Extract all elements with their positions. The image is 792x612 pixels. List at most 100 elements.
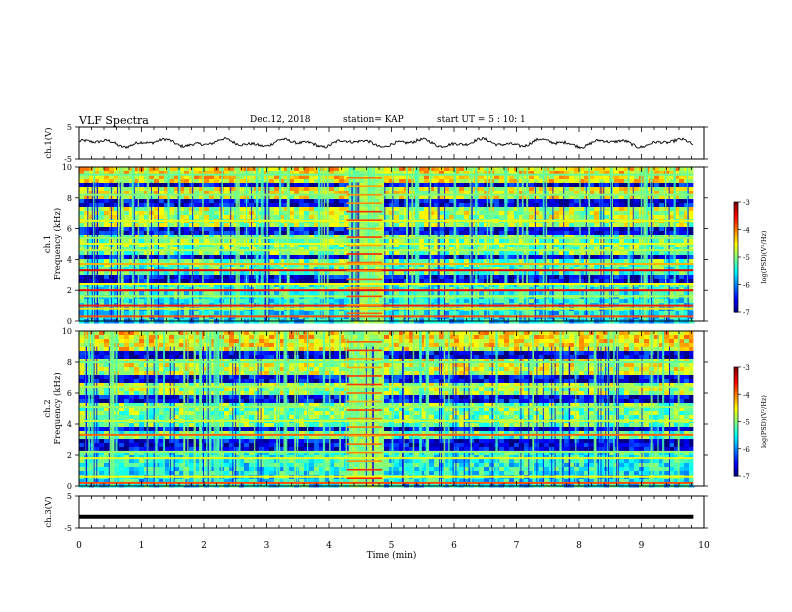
ch2-spectrogram-image	[79, 331, 695, 488]
ch2-spectrogram-burst-line	[346, 400, 383, 403]
colorbar-tick-label: -4	[743, 391, 750, 399]
ch2-spectrogram-burst-line	[346, 358, 383, 360]
ch2-spectrogram-burst-line	[346, 409, 383, 411]
y-tick-label: -5	[64, 524, 72, 533]
ch1-spectrogram-burst-line	[346, 210, 383, 213]
colorbar-label-text: log(PSD)(V²/Hz)	[760, 230, 768, 283]
ch1-ylabel: ch.1(V)	[43, 127, 54, 158]
x-tick-label: 8	[576, 541, 582, 551]
ch2-spectrogram-band-line	[79, 419, 694, 422]
colorbar-tick-label: -3	[743, 364, 750, 372]
ch2-spectrogram-band-line	[79, 361, 694, 363]
ch1-spectrogram-band-line	[79, 304, 694, 307]
ch1-spectrogram-band-line	[79, 173, 694, 176]
ch2-spectrogram-blank	[693, 331, 704, 486]
ch2-spectrogram-band-line	[79, 405, 694, 408]
colorbar-tick-label: -4	[743, 227, 750, 235]
ch2-spectrogram-band-line	[79, 475, 694, 478]
x-tick-label: 1	[139, 541, 145, 551]
colorbar-tick-label: -5	[743, 254, 750, 262]
colorbar-tick-label: -7	[743, 309, 750, 317]
colorbar-tick-label: -3	[743, 199, 750, 207]
y-axis-label-line: Frequency (kHz)	[52, 372, 63, 444]
ch2-spectrogram-band-line	[79, 457, 694, 460]
ch1-waveform-line	[78, 136, 694, 150]
x-tick-label: 5	[389, 541, 395, 551]
x-tick-label: 10	[698, 541, 710, 551]
y-axis-label-line: ch.1(V)	[43, 127, 54, 158]
y-tick-label: -5	[64, 155, 72, 164]
x-tick-label: 2	[201, 541, 207, 551]
ch1-spectrogram-burst-line	[346, 244, 383, 247]
ch1-spectrogram-image	[79, 167, 695, 324]
ch1-spectrogram-burst-line	[346, 261, 383, 264]
ch2-spectrogram-burst-line	[346, 443, 383, 445]
ch1-spectrogram-ylabel: ch.1 Frequency (kHz)	[43, 208, 63, 280]
x-tick-label: 6	[451, 541, 457, 551]
colorbar-tick-label: -6	[743, 446, 750, 454]
y-tick-label: 0	[67, 482, 72, 491]
y-tick-label: 6	[67, 389, 72, 398]
y-axis-label-line: ch.1	[43, 235, 53, 253]
ch2-spectrogram-burst-line	[346, 426, 383, 428]
y-tick-label: 2	[67, 451, 72, 460]
y-tick-label: 4	[67, 255, 72, 264]
date-label: Dec.12, 2018	[250, 115, 311, 125]
ch2-spectrogram-burst-line	[346, 383, 383, 386]
ch1-spectrogram-burst-line	[346, 227, 383, 230]
ch1-spectrogram-band-line	[79, 295, 694, 298]
ch1-spectrogram-burst-line	[346, 312, 383, 315]
x-tick-label: 0	[76, 541, 82, 551]
ch1-spectrogram-band-line	[79, 193, 694, 196]
x-tick-label: 3	[264, 541, 270, 551]
ch1-spectrogram-band-line	[79, 315, 694, 318]
ch2-spectrogram-band-line	[79, 433, 694, 436]
ch2-spectrogram-ylabel: ch.2 Frequency (kHz)	[43, 372, 63, 444]
station-label: station= KAP	[343, 115, 404, 125]
y-tick-label: 8	[67, 194, 72, 203]
ch1-spectrogram-band-line	[79, 249, 694, 252]
x-tick-label: 7	[514, 541, 520, 551]
ch2-spectrogram-burst-line	[346, 341, 383, 343]
ch1-spectrogram-band-line	[79, 263, 694, 266]
ch2-spectrogram-burst-line	[346, 375, 383, 377]
ch1-spectrogram-burst-line	[346, 176, 383, 179]
y-tick-label: 10	[62, 163, 72, 172]
y-axis-label-line: Frequency (kHz)	[52, 208, 63, 280]
ch1-spectrogram-burst-line	[346, 185, 383, 188]
ch2-spectrogram-burst-line	[346, 477, 383, 480]
ch1-spectrogram-band-line	[79, 269, 694, 272]
y-tick-label: 4	[67, 420, 72, 429]
x-tick-label: 9	[639, 541, 645, 551]
ch1-spectrogram-burst-line	[346, 219, 383, 221]
ch2-spectrogram-band-line	[79, 481, 694, 484]
chart-title: VLF Spectra	[79, 114, 149, 127]
ch2-spectrogram-burst-line	[346, 392, 383, 394]
ch2-spectrogram-burst-line	[346, 451, 383, 454]
y-tick-label: 0	[67, 317, 72, 326]
ch1-spectrogram-burst-line	[346, 287, 383, 289]
y-tick-label: 5	[67, 492, 72, 501]
colorbar-label-text: log(PSD)(V²/Hz)	[760, 395, 768, 448]
y-axis-label-line: ch.3(V)	[43, 496, 54, 527]
ch2-spectrogram-band-line	[79, 385, 694, 388]
ch1-spectrogram-burst-line	[346, 295, 383, 298]
y-tick-label: 5	[67, 123, 72, 132]
ch1-spectrogram-band-line	[79, 243, 694, 245]
ch1-spectrogram-band-line	[79, 283, 694, 286]
ch1-spectrogram-burst-line	[346, 304, 383, 306]
ch3-ylabel: ch.3(V)	[43, 496, 54, 527]
ch1-spectrogram-band-line	[79, 236, 694, 239]
ch1-spectrogram-burst-line	[346, 193, 383, 196]
x-axis-label: Time (min)	[367, 550, 417, 561]
ch1-spectrogram-band-line	[79, 289, 694, 292]
ch1-spectrogram-band-line	[79, 219, 694, 222]
ch2-spectrogram-burst-line	[346, 434, 383, 437]
y-tick-label: 8	[67, 358, 72, 367]
ch2-spectrogram-burst-line	[346, 460, 383, 462]
ch1-spectrogram-colorbar-label: log(PSD)(V²/Hz)	[760, 230, 768, 283]
x-tick-label: 4	[326, 541, 332, 551]
ch1-spectrogram-burst-line	[346, 236, 383, 238]
ch1-spectrogram-colorbar	[734, 202, 738, 313]
